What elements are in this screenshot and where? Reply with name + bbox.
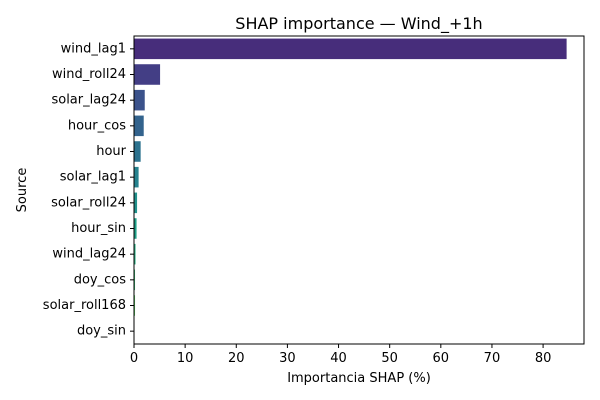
y-tick-label: wind_lag1 [61,41,126,56]
bars-group [134,38,567,342]
y-tick-label: wind_lag24 [52,247,126,262]
y-tick-label: solar_roll168 [43,298,126,313]
x-tick-label: 70 [484,351,501,366]
bar-doy-cos [134,269,136,291]
x-tick-label: 20 [228,351,245,366]
x-tick-label: 0 [130,351,138,366]
x-tick-label: 60 [433,351,450,366]
y-tick-label: solar_lag24 [51,93,126,108]
y-tick-label: hour_sin [71,221,126,236]
y-tick-label: solar_roll24 [51,195,126,210]
y-tick-label: solar_lag1 [60,170,126,185]
bar-wind-lag24 [134,243,136,265]
x-axis-label: Importancia SHAP (%) [287,371,431,386]
bar-hour [134,141,141,162]
plot-frame [133,35,585,345]
x-tick-label: 80 [535,351,552,366]
y-tick-label: wind_roll24 [52,67,126,82]
x-tick-label: 50 [381,351,398,366]
bar-solar-lag1 [134,166,139,188]
y-axis: wind_lag1 wind_roll24 solar_lag24 hour_cosh… [43,41,134,339]
bar-wind-roll24 [134,64,161,85]
x-tick-label: 30 [279,351,296,366]
y-axis-label: Source [15,168,30,213]
x-tick-label: 10 [177,351,194,366]
bar-hour-cos [134,115,144,137]
bar-wind-lag1 [134,38,567,60]
chart-title: SHAP importance — Wind_+1h [235,14,482,34]
bar-solar-roll24 [134,192,138,214]
y-tick-label: doy_cos [74,272,127,287]
x-tick-label: 40 [330,351,347,366]
y-tick-label: hour_cos [68,118,126,133]
bar-solar-roll168 [134,295,136,316]
bar-hour-sin [134,218,137,239]
bar-solar-lag24 [134,89,145,111]
y-tick-label: doy_sin [77,324,126,339]
x-axis: 0 10 20 30 40 50 60 70 80 [130,344,552,366]
y-tick-label: hour [96,144,126,159]
